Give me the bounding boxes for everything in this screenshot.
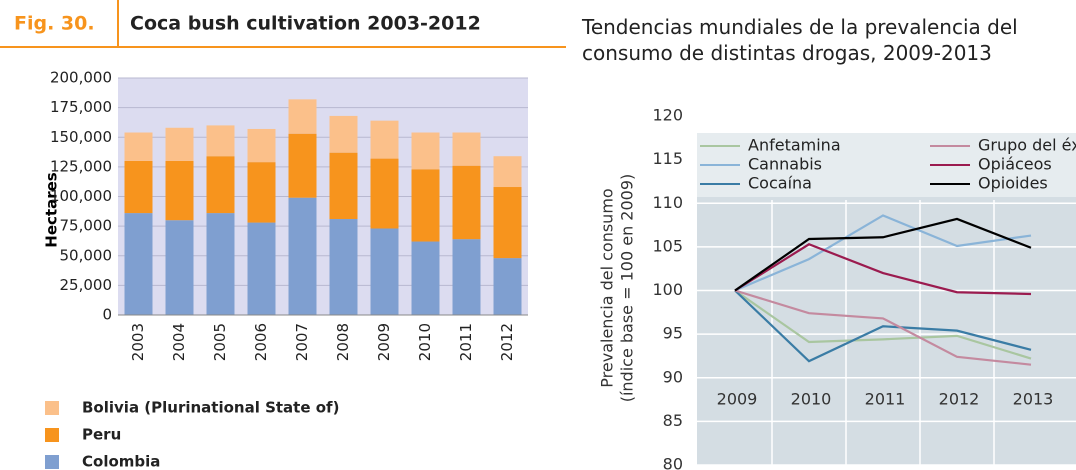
legend-label: Cocaína (748, 174, 812, 193)
y-tick-label: 125,000 (50, 157, 112, 175)
bar-segment (247, 222, 276, 315)
bar-segment (247, 162, 276, 223)
y-tick-label: 175,000 (50, 98, 112, 116)
figure-label: Fig. 30. (14, 13, 95, 35)
bar-segment (370, 120, 399, 159)
legend-label: Opioides (978, 174, 1048, 193)
legend-label: Colombia (82, 453, 160, 470)
bar-segment (493, 187, 522, 259)
bar-segment (493, 258, 522, 315)
x-tick-label: 2010 (416, 323, 434, 361)
y-tick-label: 100,000 (50, 187, 112, 205)
legend-label: Grupo del éxtasis (978, 136, 1076, 155)
bar-segment (124, 213, 153, 315)
bar-segment (206, 213, 235, 315)
bar-segment (329, 115, 358, 153)
bar-segment (411, 132, 440, 170)
legend-label: Cannabis (748, 155, 822, 174)
y-tick-label: 120 (652, 106, 683, 125)
y-tick-label: 105 (652, 236, 683, 255)
bar-segment (165, 220, 194, 315)
x-tick-label: 2009 (375, 323, 393, 361)
y-tick-label: 25,000 (60, 276, 113, 294)
legend-swatch (45, 428, 59, 442)
x-tick-label: 2011 (457, 323, 475, 361)
bar-segment (247, 128, 276, 163)
x-tick-label: 2005 (211, 323, 229, 361)
y-tick-label: 150,000 (50, 128, 112, 146)
bar-segment (452, 132, 481, 166)
bar-segment (370, 158, 399, 229)
legend-label: Peru (82, 426, 121, 444)
data-line (734, 289, 1032, 366)
x-tick-label: 2003 (129, 323, 147, 361)
y-tick-label: 0 (102, 306, 112, 324)
x-tick-label: 2006 (252, 323, 270, 361)
x-tick-label: 2004 (170, 323, 188, 361)
bar-segment (288, 133, 317, 198)
x-tick-label: 2008 (334, 323, 352, 361)
bar-segment (165, 127, 194, 161)
bar-segment (452, 165, 481, 240)
chart-title: Tendencias mundiales de la prevalencia d… (582, 15, 1018, 65)
x-tick-label: 2009 (717, 390, 758, 409)
x-tick-label: 2011 (865, 390, 906, 409)
x-tick-label: 2013 (1013, 390, 1054, 409)
y-tick-label: 100 (652, 280, 683, 299)
bar-segment (288, 99, 317, 134)
legend-label: Bolivia (Plurinational State of) (82, 399, 339, 417)
y-axis-label: Prevalencia del consumo (598, 188, 617, 387)
bar-segment (124, 132, 153, 161)
bar-segment (493, 156, 522, 188)
y-tick-label: 75,000 (60, 217, 113, 235)
bar-segment (329, 152, 358, 220)
x-tick-label: 2007 (293, 323, 311, 361)
header-bg (0, 0, 566, 48)
data-line (734, 289, 1032, 363)
bar-segment (206, 125, 235, 157)
data-line (734, 217, 1032, 292)
bar-segment (411, 169, 440, 242)
legend-label: Opiáceos (978, 155, 1052, 174)
legend-bg (697, 133, 1076, 197)
legend-label: Anfetamina (748, 136, 841, 155)
y-axis-label: (índice base = 100 en 2009) (618, 174, 637, 403)
data-line (734, 243, 1032, 296)
x-tick-label: 2010 (791, 390, 832, 409)
y-tick-label: 50,000 (60, 246, 113, 264)
data-line (734, 289, 1032, 360)
bar-segment (165, 160, 194, 221)
chart-title: Coca bush cultivation 2003-2012 (130, 13, 481, 35)
bar-segment (329, 219, 358, 315)
legend-swatch (45, 455, 59, 469)
y-tick-label: 95 (663, 324, 683, 343)
y-tick-label: 80 (663, 455, 683, 470)
x-tick-label: 2012 (498, 323, 516, 361)
y-tick-label: 90 (663, 367, 683, 386)
y-tick-label: 110 (652, 193, 683, 212)
y-tick-label: 200,000 (50, 69, 112, 87)
bar-segment (206, 156, 235, 214)
bar-segment (411, 241, 440, 315)
data-line (734, 214, 1032, 292)
x-tick-label: 2012 (939, 390, 980, 409)
y-axis-label: Hectares (43, 172, 61, 247)
bar-segment (452, 239, 481, 315)
y-tick-label: 85 (663, 411, 683, 430)
legend-swatch (45, 401, 59, 415)
bar-segment (370, 228, 399, 315)
bar-segment (124, 160, 153, 214)
bar-segment (288, 197, 317, 315)
y-tick-label: 115 (652, 149, 683, 168)
